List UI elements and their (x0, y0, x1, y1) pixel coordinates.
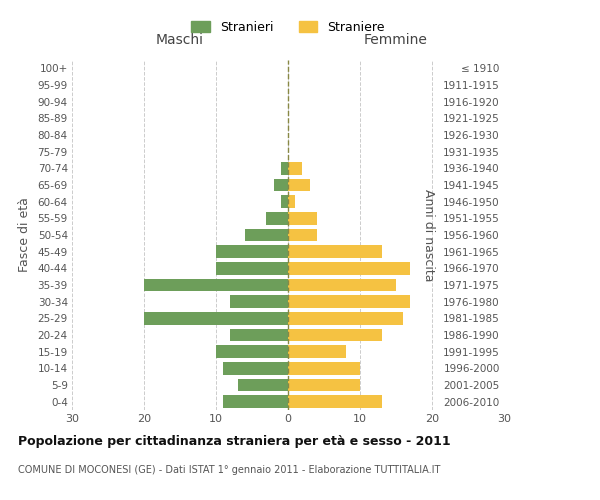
Bar (288, 296, 410, 308)
Bar (281, 196, 288, 208)
Text: Femmine: Femmine (364, 32, 428, 46)
Bar (288, 229, 317, 241)
Bar (274, 179, 288, 192)
Bar (216, 246, 288, 258)
Bar (238, 379, 288, 391)
Bar (223, 362, 288, 374)
Bar (288, 162, 302, 174)
Bar (144, 312, 288, 324)
Bar (288, 379, 360, 391)
Bar (288, 312, 403, 324)
Bar (216, 346, 288, 358)
Bar (288, 196, 295, 208)
Bar (230, 296, 288, 308)
Y-axis label: Anni di nascita: Anni di nascita (422, 188, 435, 281)
Bar (288, 246, 382, 258)
Bar (288, 396, 382, 408)
Bar (216, 262, 288, 274)
Text: Maschi: Maschi (156, 32, 204, 46)
Bar (144, 279, 288, 291)
Bar (288, 279, 396, 291)
Y-axis label: Fasce di età: Fasce di età (17, 198, 31, 272)
Bar (245, 229, 288, 241)
Bar (230, 329, 288, 341)
Legend: Stranieri, Straniere: Stranieri, Straniere (191, 21, 385, 34)
Bar (288, 179, 310, 192)
Bar (288, 262, 410, 274)
Text: COMUNE DI MOCONESI (GE) - Dati ISTAT 1° gennaio 2011 - Elaborazione TUTTITALIA.I: COMUNE DI MOCONESI (GE) - Dati ISTAT 1° … (18, 465, 440, 475)
Bar (266, 212, 288, 224)
Bar (288, 329, 382, 341)
Bar (281, 162, 288, 174)
Bar (288, 346, 346, 358)
Bar (288, 212, 317, 224)
Bar (223, 396, 288, 408)
Text: Popolazione per cittadinanza straniera per età e sesso - 2011: Popolazione per cittadinanza straniera p… (18, 435, 451, 448)
Bar (288, 362, 360, 374)
